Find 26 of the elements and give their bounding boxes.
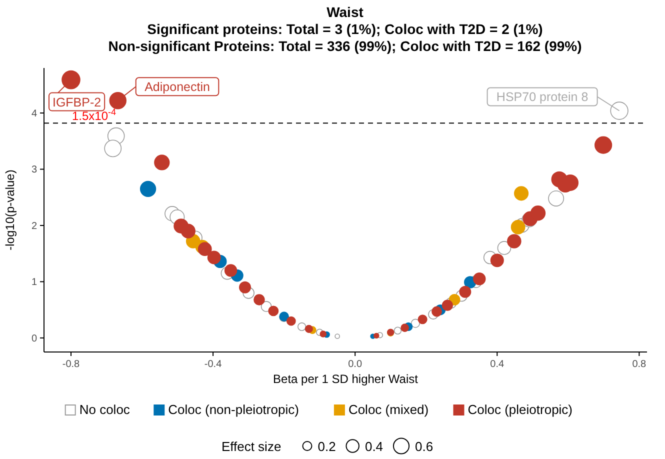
y-tick-label: 0 xyxy=(31,333,38,344)
x-tick-label: 0.4 xyxy=(490,359,505,370)
y-tick-label: 1 xyxy=(31,277,38,288)
ref-line-label: 1.5x10$^{-4}$ xyxy=(72,107,116,124)
y-tick-label: 3 xyxy=(31,164,38,176)
x-tick-label: 0.8 xyxy=(632,359,647,370)
annotation: Adiponectin xyxy=(144,80,210,94)
legend-title: Effect size xyxy=(221,439,282,454)
y-axis-title: -log10(p-value) xyxy=(3,170,17,250)
legend-label: 0.4 xyxy=(364,439,384,454)
x-tick-label: 0.0 xyxy=(348,359,362,370)
annotation: IGFBP-2 xyxy=(52,95,102,110)
legend-label: No coloc xyxy=(79,402,130,417)
legend-label: Coloc (non-pleiotropic) xyxy=(168,402,299,417)
x-tick-label: -0.8 xyxy=(62,359,80,370)
legend-label: 0.2 xyxy=(318,439,336,454)
legend-label: 0.6 xyxy=(415,439,434,454)
y-tick-label: 4 xyxy=(31,108,38,120)
legend-label: Coloc (mixed) xyxy=(348,402,429,417)
x-axis-title: Beta per 1 SD higher Waist xyxy=(273,372,419,386)
annotation: HSP70 protein 8 xyxy=(496,90,588,104)
chart-title: Waist xyxy=(326,4,364,20)
x-tick-label: -0.4 xyxy=(204,359,222,370)
legend-label: Coloc (pleiotropic) xyxy=(468,402,573,417)
chart-subtitle: Significant proteins: Total = 3 (1%); Coloc with T2D = 2 (1%) Non-significant Proteins: Total = 336 (99%); Coloc with T2D = 162 (99%) xyxy=(108,21,582,54)
y-tick-label: 2 xyxy=(31,220,38,232)
